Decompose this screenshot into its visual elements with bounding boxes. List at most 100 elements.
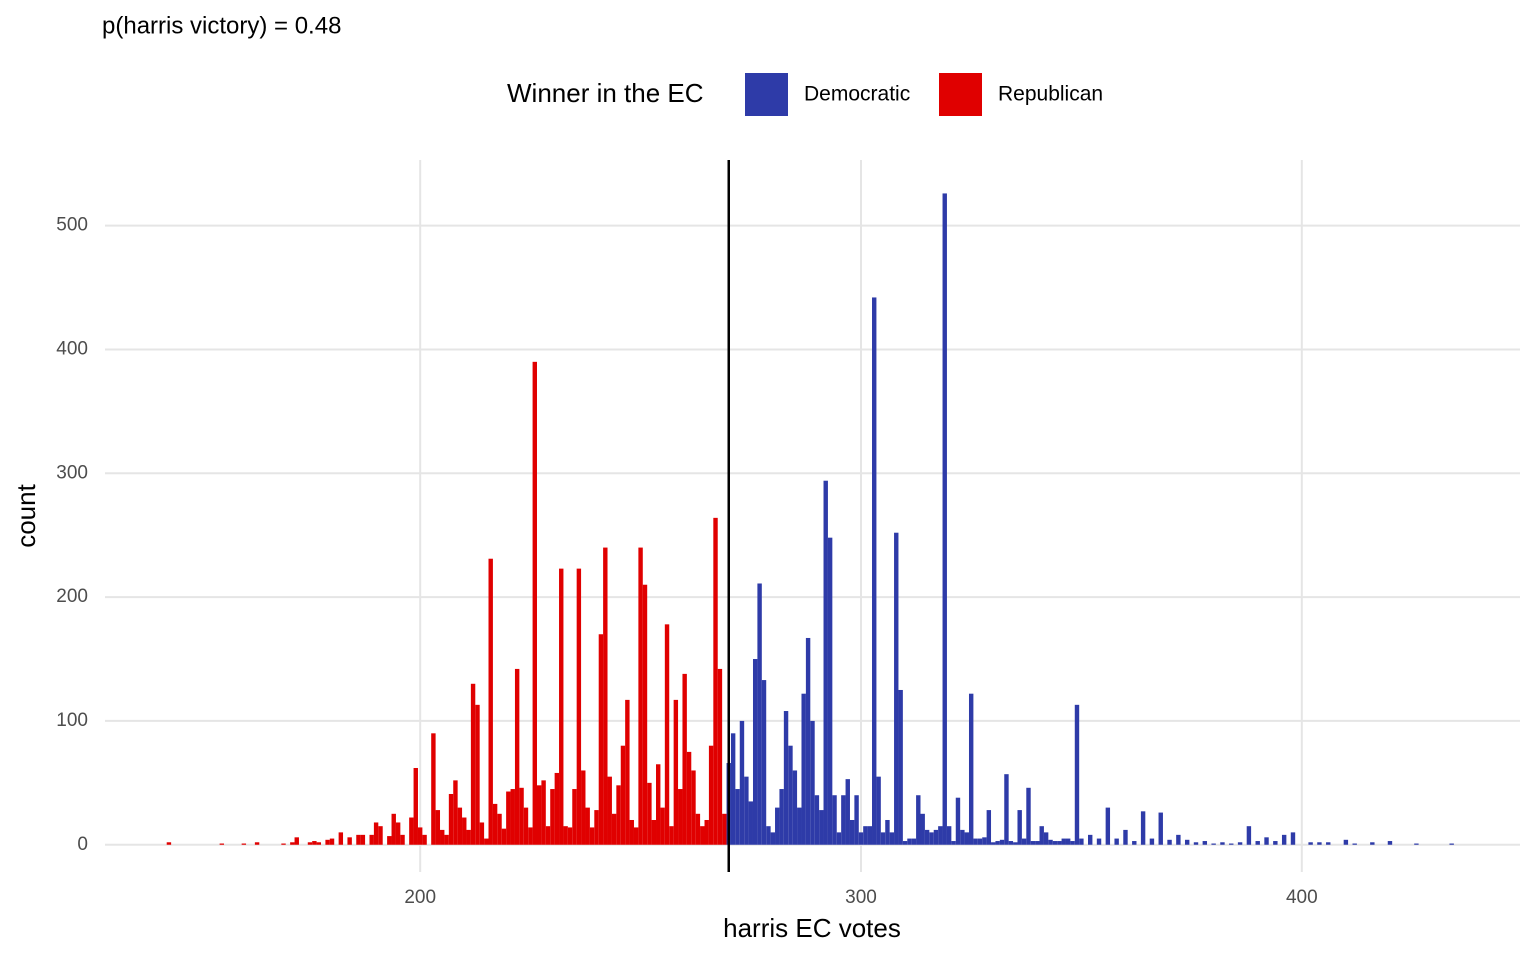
bar <box>739 720 745 845</box>
bar <box>867 826 873 845</box>
bar <box>1088 834 1093 845</box>
bar <box>968 693 974 845</box>
bar <box>338 832 344 845</box>
bar <box>858 832 864 845</box>
bar <box>788 745 793 845</box>
bar <box>479 822 485 845</box>
bar <box>633 827 639 845</box>
bar <box>554 772 560 845</box>
bar <box>431 733 436 845</box>
bar <box>951 841 956 845</box>
bar <box>1255 841 1260 845</box>
bar <box>1096 838 1102 845</box>
bar <box>1070 841 1075 845</box>
bar <box>832 795 837 845</box>
legend-key <box>745 73 788 116</box>
bar <box>907 838 912 845</box>
bar <box>638 547 643 845</box>
bar <box>717 668 723 845</box>
bar <box>290 842 295 845</box>
bar <box>541 780 546 845</box>
bar <box>1202 841 1208 845</box>
bar <box>960 829 965 845</box>
bar <box>651 819 657 845</box>
bar <box>294 837 299 845</box>
bar <box>1065 838 1071 845</box>
bar <box>501 828 507 845</box>
bar <box>1140 811 1146 845</box>
bar <box>528 827 533 845</box>
bar <box>598 634 604 845</box>
bar <box>576 568 582 845</box>
bar <box>1167 839 1172 845</box>
bar <box>854 795 859 845</box>
bar <box>872 297 877 845</box>
bar <box>1004 774 1009 845</box>
bar <box>329 838 335 845</box>
bar <box>532 361 537 845</box>
bar <box>444 834 449 845</box>
bar <box>722 813 727 845</box>
bar <box>1035 841 1040 845</box>
bar <box>704 819 709 845</box>
bar <box>594 810 599 845</box>
bar <box>982 837 987 845</box>
bar <box>373 822 379 845</box>
bar <box>1246 826 1252 845</box>
bar <box>413 767 418 845</box>
y-tick-label: 400 <box>56 338 88 359</box>
bar <box>911 838 917 845</box>
bar <box>682 673 687 845</box>
bar <box>219 843 225 845</box>
bar <box>647 782 652 845</box>
y-tick-label: 100 <box>56 710 88 731</box>
bar <box>611 813 617 845</box>
bar <box>559 568 564 845</box>
bar <box>880 832 886 845</box>
bar <box>708 745 714 845</box>
bar <box>387 836 392 845</box>
bar <box>417 827 423 845</box>
bar <box>757 583 762 845</box>
bar <box>1317 842 1322 845</box>
bar <box>876 776 881 845</box>
bar <box>620 745 626 845</box>
bar <box>1264 837 1269 845</box>
bar <box>814 795 820 845</box>
bar <box>435 810 441 845</box>
x-tick-label: 400 <box>1286 887 1318 908</box>
bar <box>316 842 321 845</box>
bar <box>761 680 767 845</box>
bar <box>1114 838 1119 845</box>
bar <box>625 699 630 845</box>
bar <box>1021 838 1027 845</box>
bar <box>281 843 286 845</box>
bar <box>986 810 992 845</box>
bar <box>1326 842 1331 845</box>
bar <box>470 683 476 845</box>
bar <box>1105 807 1111 845</box>
bar <box>536 785 542 845</box>
bar <box>1449 843 1454 845</box>
bar <box>946 826 952 845</box>
bar <box>448 793 454 845</box>
bar <box>678 789 683 845</box>
bar <box>863 826 868 845</box>
bar <box>1052 841 1058 845</box>
bar <box>823 480 828 845</box>
bar <box>607 776 612 845</box>
bar <box>752 659 758 845</box>
bar <box>801 693 806 845</box>
bar <box>686 751 692 845</box>
bar <box>1290 832 1296 845</box>
bar <box>581 770 586 845</box>
bar <box>1237 842 1243 845</box>
bar <box>713 517 718 845</box>
bar <box>916 795 921 845</box>
y-tick-label: 200 <box>56 586 88 607</box>
bar <box>550 789 555 845</box>
x-tick-label: 200 <box>404 887 436 908</box>
bar <box>748 801 753 845</box>
bar <box>1352 843 1357 845</box>
